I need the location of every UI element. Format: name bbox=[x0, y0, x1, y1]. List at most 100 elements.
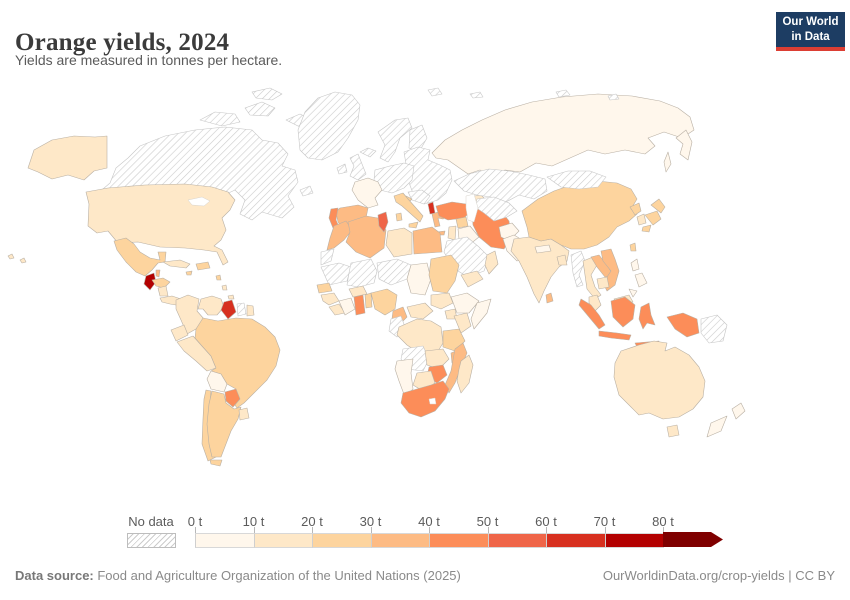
country-oman[interactable] bbox=[484, 250, 499, 275]
country-france[interactable] bbox=[351, 177, 383, 209]
country-myanmar[interactable] bbox=[570, 250, 586, 288]
country-kenya[interactable] bbox=[453, 312, 472, 334]
country-antilles-2[interactable] bbox=[221, 284, 228, 291]
country-kazakhstan[interactable] bbox=[453, 168, 548, 204]
country-united-kingdom[interactable] bbox=[349, 153, 367, 181]
country-new-zealand[interactable] bbox=[706, 402, 746, 438]
country-tasmania[interactable] bbox=[666, 424, 680, 438]
country-canada-arctic1[interactable] bbox=[199, 111, 241, 127]
country-ireland[interactable] bbox=[336, 163, 348, 175]
country-central-african-republic[interactable] bbox=[406, 302, 434, 320]
country-indonesia-papua[interactable] bbox=[666, 312, 700, 338]
country-cuba[interactable] bbox=[162, 259, 191, 269]
country-argentina[interactable] bbox=[206, 390, 242, 458]
country-mexico[interactable] bbox=[113, 237, 167, 277]
country-syria[interactable] bbox=[455, 216, 469, 229]
country-mali[interactable] bbox=[346, 258, 378, 288]
country-taiwan[interactable] bbox=[629, 242, 637, 252]
country-ecuador[interactable] bbox=[170, 324, 189, 342]
country-paraguay[interactable] bbox=[224, 388, 241, 408]
legend-no-data-swatch[interactable] bbox=[127, 533, 176, 548]
legend-color-segment[interactable] bbox=[546, 533, 606, 548]
country-mozambique[interactable] bbox=[444, 342, 468, 394]
country-indonesia-borneo[interactable] bbox=[610, 296, 636, 328]
country-libya[interactable] bbox=[385, 227, 413, 258]
legend-color-segment[interactable] bbox=[604, 533, 664, 548]
hawaii-islands[interactable] bbox=[7, 253, 27, 264]
owid-logo[interactable]: Our World in Data bbox=[776, 12, 845, 51]
country-ghana[interactable] bbox=[353, 294, 366, 316]
country-sri-lanka[interactable] bbox=[545, 292, 554, 304]
legend-color-segment[interactable] bbox=[312, 533, 372, 548]
country-hispaniola[interactable] bbox=[195, 261, 211, 271]
country-indonesia-sumatra[interactable] bbox=[578, 298, 606, 330]
country-north-korea[interactable] bbox=[629, 202, 642, 216]
country-zambia[interactable] bbox=[424, 348, 450, 370]
country-trinidad[interactable] bbox=[227, 294, 235, 300]
country-togo-benin[interactable] bbox=[364, 292, 373, 309]
country-burkina-faso[interactable] bbox=[348, 285, 368, 298]
country-albania[interactable] bbox=[427, 201, 436, 215]
country-somalia[interactable] bbox=[470, 298, 492, 330]
country-morocco[interactable] bbox=[326, 220, 353, 251]
country-antilles-1[interactable] bbox=[215, 274, 222, 281]
country-south-africa[interactable] bbox=[400, 380, 450, 418]
country-ethiopia[interactable] bbox=[450, 292, 480, 314]
country-bangladesh[interactable] bbox=[556, 254, 568, 266]
country-israel-jordan[interactable] bbox=[447, 225, 457, 241]
country-honduras[interactable] bbox=[151, 277, 171, 289]
country-french-guiana[interactable] bbox=[246, 304, 255, 317]
country-nepal[interactable] bbox=[534, 244, 552, 254]
country-chad[interactable] bbox=[406, 262, 432, 296]
country-guinea[interactable] bbox=[320, 292, 340, 306]
country-guyana[interactable] bbox=[220, 299, 237, 320]
country-south-korea[interactable] bbox=[636, 213, 647, 226]
country-niger[interactable] bbox=[376, 258, 412, 286]
country-nigeria[interactable] bbox=[370, 288, 398, 316]
country-uruguay[interactable] bbox=[238, 407, 250, 421]
country-finland[interactable] bbox=[408, 124, 428, 153]
country-sakhalin[interactable] bbox=[663, 151, 672, 173]
legend-color-segment[interactable] bbox=[195, 533, 255, 548]
country-mongolia[interactable] bbox=[546, 170, 607, 190]
country-south-sudan[interactable] bbox=[430, 292, 454, 310]
country-philippines[interactable] bbox=[628, 258, 648, 298]
country-papua-new-guinea[interactable] bbox=[700, 314, 728, 344]
country-guatemala[interactable] bbox=[143, 272, 157, 291]
country-central-asia[interactable] bbox=[474, 196, 518, 222]
country-indonesia-java[interactable] bbox=[598, 330, 632, 341]
country-ivory-coast[interactable] bbox=[338, 297, 356, 316]
country-venezuela[interactable] bbox=[197, 295, 225, 316]
country-egypt[interactable] bbox=[412, 226, 443, 255]
country-jamaica[interactable] bbox=[185, 270, 193, 276]
country-japan[interactable] bbox=[641, 198, 666, 233]
country-bolivia[interactable] bbox=[206, 370, 228, 393]
country-tierra-del-fuego[interactable] bbox=[209, 459, 223, 467]
legend-color-segment[interactable] bbox=[253, 533, 313, 548]
legend-color-segment[interactable] bbox=[429, 533, 489, 548]
country-algeria[interactable] bbox=[345, 215, 387, 259]
country-norway-sweden[interactable] bbox=[377, 117, 413, 163]
legend-color-segment[interactable] bbox=[663, 532, 723, 547]
country-russia[interactable] bbox=[431, 93, 695, 178]
country-greenland[interactable] bbox=[297, 91, 361, 161]
country-italy[interactable] bbox=[393, 192, 424, 229]
country-mauritania[interactable] bbox=[320, 262, 352, 286]
legend-color-segment[interactable] bbox=[370, 533, 430, 548]
country-sudan[interactable] bbox=[428, 254, 460, 294]
legend-color-segment[interactable] bbox=[487, 533, 547, 548]
country-indonesia-sulawesi[interactable] bbox=[638, 302, 656, 330]
country-yemen[interactable] bbox=[460, 270, 484, 288]
country-arctic-islands[interactable] bbox=[469, 89, 620, 101]
country-nicaragua[interactable] bbox=[157, 285, 169, 297]
country-australia[interactable] bbox=[613, 340, 706, 420]
country-alaska[interactable] bbox=[27, 135, 108, 181]
country-newfoundland[interactable] bbox=[299, 185, 314, 197]
country-svalbard[interactable] bbox=[427, 87, 443, 97]
country-cambodia[interactable] bbox=[596, 276, 610, 290]
country-tunisia[interactable] bbox=[377, 211, 389, 233]
country-canada-arctic2[interactable] bbox=[244, 101, 276, 117]
attribution-link[interactable]: OurWorldinData.org/crop-yields | CC BY bbox=[602, 568, 835, 583]
country-kamchatka[interactable] bbox=[675, 129, 693, 161]
country-western-sahara[interactable] bbox=[320, 248, 335, 266]
